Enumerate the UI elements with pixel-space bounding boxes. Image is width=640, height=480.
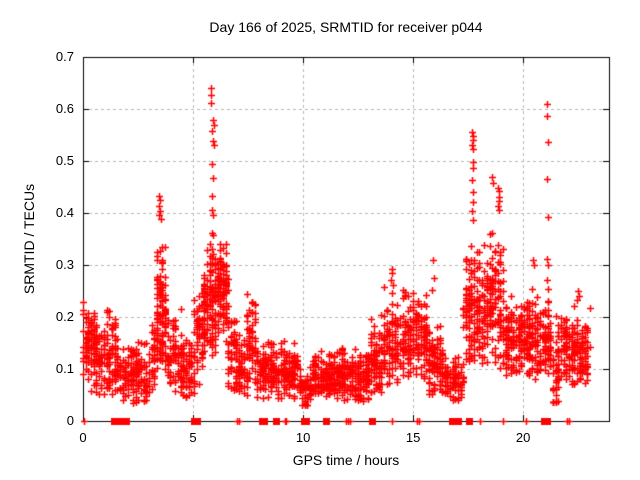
y-tick-label: 0.4 [55, 205, 74, 220]
y-tick-label: 0.2 [55, 309, 74, 324]
x-axis-label: GPS time / hours [292, 452, 400, 468]
x-tick-label: 0 [79, 430, 87, 445]
x-tick-label: 10 [295, 430, 311, 445]
x-tick-label: 20 [515, 430, 531, 445]
y-tick-label: 0.6 [55, 101, 74, 116]
y-tick-label: 0.7 [55, 49, 74, 64]
chart-title: Day 166 of 2025, SRMTID for receiver p04… [209, 19, 483, 35]
y-tick-label: 0.1 [55, 361, 74, 376]
y-tick-label: 0 [66, 413, 74, 428]
y-tick-label: 0.5 [55, 153, 74, 168]
x-tick-label: 15 [405, 430, 421, 445]
x-tick-label: 5 [189, 430, 197, 445]
y-tick-label: 0.3 [55, 257, 74, 272]
